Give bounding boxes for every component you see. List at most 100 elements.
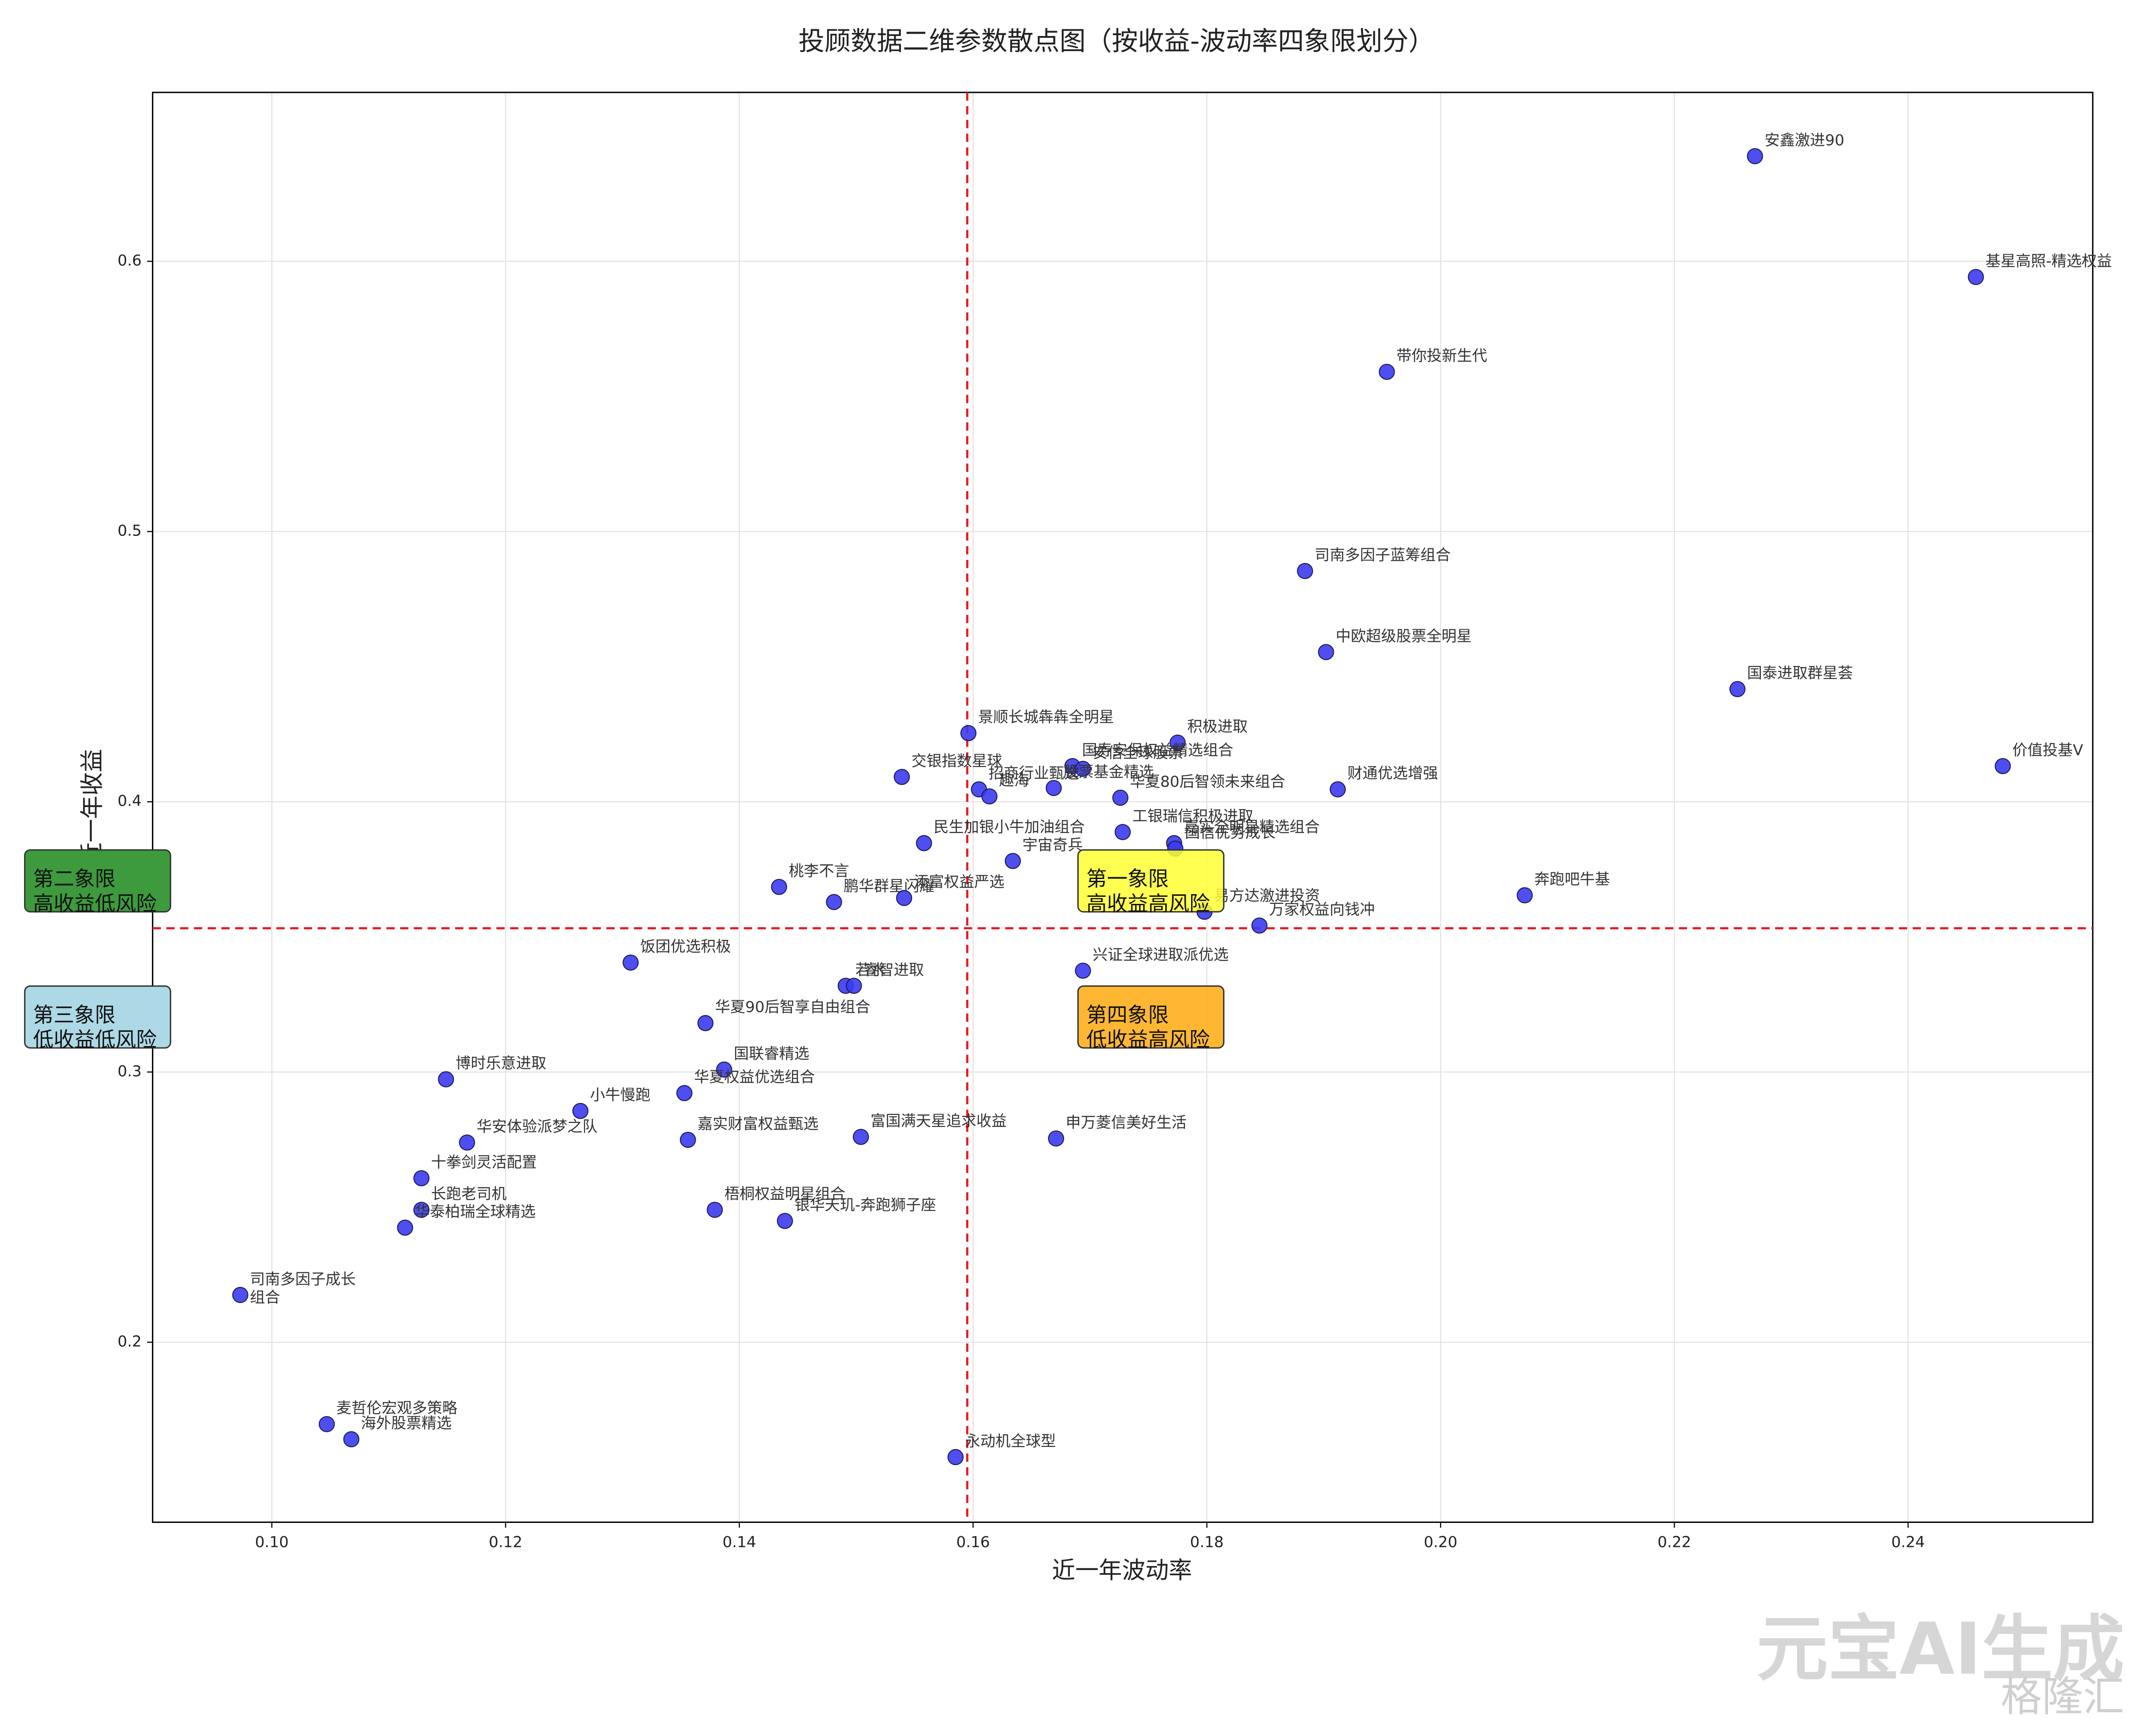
scatter-point xyxy=(1318,644,1334,660)
x-tick-label: 0.16 xyxy=(956,1533,990,1551)
point-label: 若水 xyxy=(855,961,885,979)
point-label: 饭团优选积极 xyxy=(640,938,731,956)
point-label: 华安体验派梦之队 xyxy=(476,1118,597,1136)
scatter-point xyxy=(1995,758,2011,775)
scatter-point xyxy=(1048,1130,1064,1147)
x-tick-label: 0.24 xyxy=(1891,1533,1925,1551)
point-label: 富国满天星追求收益 xyxy=(871,1112,1007,1130)
point-label: 华夏90后智享自由组合 xyxy=(715,999,870,1016)
scatter-point xyxy=(622,954,639,971)
scatter-point xyxy=(1516,887,1533,903)
scatter-point xyxy=(1379,364,1395,380)
point-label: 嘉实财富权益甄选 xyxy=(697,1115,818,1133)
point-label: 股票基金精选 xyxy=(1064,763,1154,781)
scatter-point xyxy=(572,1103,588,1119)
scatter-point xyxy=(1114,824,1131,840)
point-label: 嘉实全明星精选组合 xyxy=(1184,819,1320,836)
scatter-point xyxy=(896,890,912,906)
quadrant-box-bg xyxy=(24,985,172,1049)
quadrant-box: 第四象限低收益高风险 xyxy=(1077,985,1224,1051)
scatter-point xyxy=(319,1416,335,1432)
scatter-point xyxy=(771,879,788,895)
x-tick-label: 0.10 xyxy=(255,1533,289,1551)
plot-area: 0.10 0.12 0.14 0.16 0.18 0.20 0.22 0.24 0.2 0.3 0.… xyxy=(118,92,2112,1551)
quadrant-box-bg xyxy=(1077,985,1224,1049)
y-tick-label: 0.4 xyxy=(118,792,142,810)
x-tick-label: 0.14 xyxy=(723,1533,756,1551)
scatter-point xyxy=(852,1129,869,1145)
point-label: 基星高照-精选权益 xyxy=(1985,252,2112,270)
scatter-point xyxy=(397,1219,413,1236)
point-label: 司南多因子成长组合 xyxy=(250,1271,356,1306)
scatter-point xyxy=(1045,780,1062,796)
scatter-point xyxy=(413,1202,430,1218)
watermark: 元宝AI生成 xyxy=(1756,1607,2124,1690)
point-label: 华夏80后智领未来组合 xyxy=(1130,773,1285,791)
point-label: 小牛慢跑 xyxy=(590,1086,651,1104)
scatter-point xyxy=(413,1170,430,1187)
point-label: 睿智进取 xyxy=(864,961,924,979)
point-label: 招商行业甄选 xyxy=(988,765,1079,783)
point-label: 博时乐意进取 xyxy=(456,1055,546,1072)
scatter-point xyxy=(1075,963,1091,979)
scatter-point xyxy=(676,1085,693,1101)
scatter-point xyxy=(947,1449,964,1465)
point-label: 华夏权益优选组合 xyxy=(694,1068,815,1086)
quadrant-text: 第四象限低收益高风险 xyxy=(1086,1003,1210,1051)
point-label: 银华天玑-奔跑狮子座 xyxy=(795,1196,936,1214)
point-label: 十拳剑灵活配置 xyxy=(431,1154,537,1171)
scatter-point xyxy=(438,1071,454,1087)
scatter-point xyxy=(846,978,862,994)
scatter-point xyxy=(716,1061,732,1078)
quadrant-box: 第三象限低收益低风险 xyxy=(24,985,172,1051)
point-label: 安鑫激进90 xyxy=(1764,132,1844,149)
point-label: 麦哲伦宏观多策略 xyxy=(336,1399,457,1417)
scatter-point xyxy=(826,894,842,910)
x-tick-label: 0.12 xyxy=(489,1533,523,1551)
plot-frame xyxy=(152,92,2094,1523)
point-label: 景顺长城犇犇全明星 xyxy=(978,708,1114,726)
point-label: 中欧超级股票全明星 xyxy=(1336,627,1472,645)
scatter-point xyxy=(680,1131,696,1148)
point-label: 带你投新生代 xyxy=(1396,347,1487,365)
x-tick-label: 0.20 xyxy=(1424,1533,1457,1551)
scatter-point xyxy=(981,788,998,805)
point-label: 司南多因子蓝筹组合 xyxy=(1315,546,1451,564)
scatter-point xyxy=(1251,917,1268,934)
scatter-point xyxy=(1004,853,1021,869)
x-axis-label: 近一年波动率 xyxy=(1052,1557,1192,1584)
scatter-point xyxy=(893,769,910,785)
x-tick-label: 0.18 xyxy=(1190,1533,1224,1551)
scatter-point xyxy=(1729,681,1746,697)
scatter-point xyxy=(1075,760,1091,777)
point-label: 万家权益向钱冲 xyxy=(1269,901,1375,919)
y-axis-label: 近一年收益 xyxy=(79,749,106,866)
point-label: 国信优势成长 xyxy=(1185,824,1276,842)
quadrant-text: 第三象限低收益低风险 xyxy=(33,1003,156,1051)
point-label: 宇宙奇兵 xyxy=(1023,836,1083,854)
scatter-point xyxy=(707,1202,723,1218)
point-label: 易方达激进投资 xyxy=(1214,887,1320,905)
point-label: 国联睿精选 xyxy=(734,1045,809,1063)
scatter-point xyxy=(232,1287,248,1303)
scatter-point xyxy=(776,1213,793,1229)
quadrant-box-bg xyxy=(24,849,172,913)
quadrant-text: 第二象限高收益低风险 xyxy=(33,867,156,915)
scatter-point xyxy=(1329,781,1346,798)
point-label: 鹏华群星闪耀 xyxy=(844,877,934,895)
watermark: 格隆汇 xyxy=(2000,1673,2124,1721)
point-label: 长跑老司机 xyxy=(431,1185,507,1203)
scatter-point xyxy=(459,1134,475,1151)
quadrant-box: 第二象限高收益低风险 xyxy=(24,849,172,915)
point-label: 奔跑吧牛基 xyxy=(1534,871,1610,888)
y-tick-label: 0.3 xyxy=(118,1063,142,1080)
x-tick-label: 0.22 xyxy=(1657,1533,1691,1551)
point-label: 海外股票精选 xyxy=(361,1414,452,1432)
scatter-point xyxy=(1297,563,1313,579)
point-label: 桃李不言 xyxy=(789,862,849,880)
scatter-point xyxy=(1968,269,1984,285)
scatter-point xyxy=(697,1015,714,1031)
point-label: 华泰柏瑞全球精选 xyxy=(415,1203,536,1221)
